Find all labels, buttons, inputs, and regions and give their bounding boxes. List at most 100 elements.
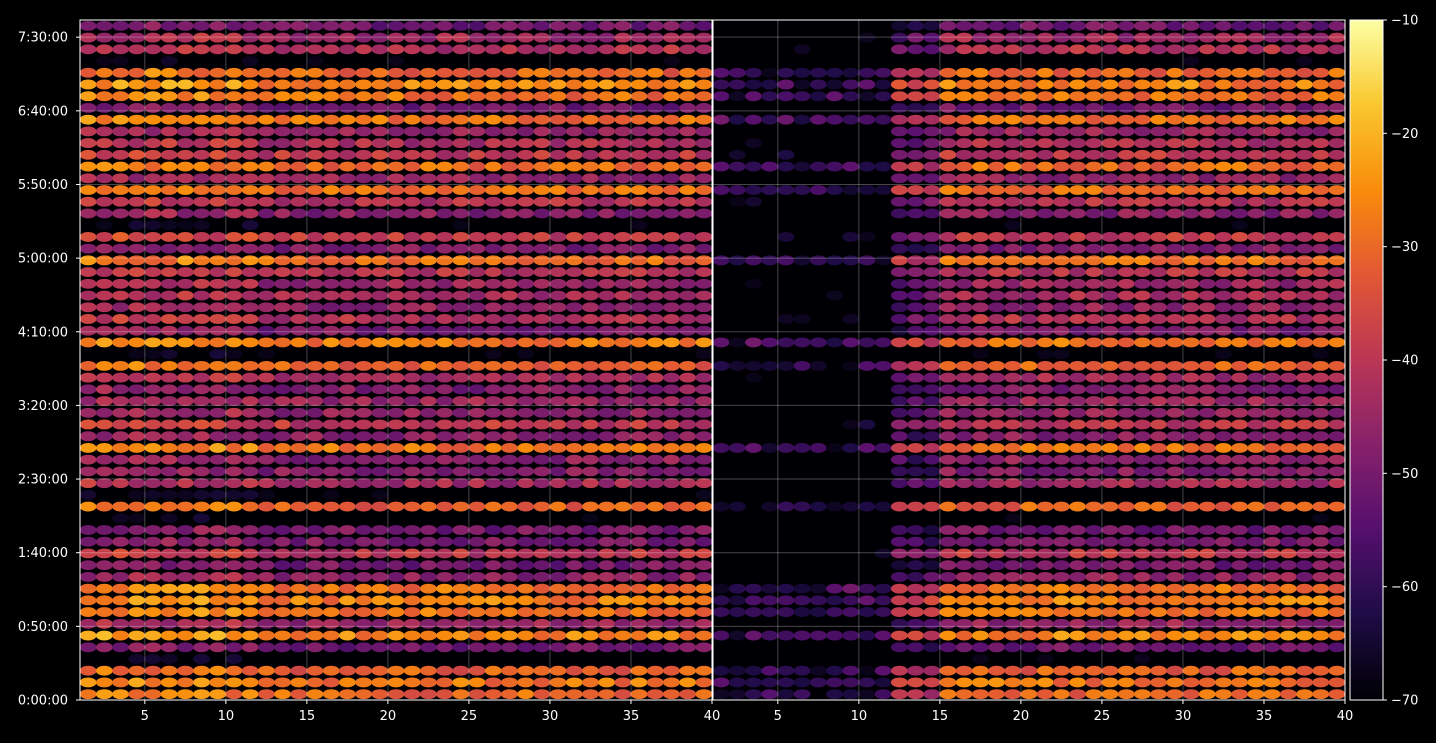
heatmap-cell [468, 173, 486, 184]
heatmap-cell [225, 443, 243, 453]
heatmap-cell [695, 138, 712, 149]
heatmap-cell [128, 267, 146, 277]
heatmap-cell [1134, 91, 1151, 102]
heatmap-cell [907, 243, 924, 254]
heatmap-cell [1004, 231, 1022, 242]
heatmap-cell [955, 548, 973, 559]
heatmap-cell [1117, 407, 1135, 418]
heatmap-cell [695, 231, 712, 242]
heatmap-cell [257, 630, 275, 641]
heatmap-cell [274, 372, 291, 383]
heatmap-cell [971, 231, 989, 242]
heatmap-cell [176, 360, 194, 371]
heatmap-cell [1198, 138, 1216, 149]
heatmap-cell [793, 443, 811, 453]
heatmap-cell [128, 314, 146, 324]
heatmap-cell [209, 243, 227, 254]
heatmap-cell [955, 32, 973, 43]
heatmap-cell [80, 443, 97, 453]
heatmap-cell [322, 103, 340, 113]
heatmap-cell [614, 32, 632, 43]
heatmap-cell [1166, 478, 1184, 489]
heatmap-cell [160, 501, 178, 512]
heatmap-cell [436, 548, 454, 559]
heatmap-cell [225, 654, 243, 664]
heatmap-cell [160, 607, 178, 617]
heatmap-cell [1004, 103, 1022, 113]
heatmap-cell [630, 185, 648, 195]
heatmap-cell [1134, 314, 1151, 324]
heatmap-cell [1296, 466, 1313, 477]
heatmap-cell [1166, 525, 1184, 535]
heatmap-cell [403, 20, 421, 31]
heatmap-cell [777, 337, 795, 348]
heatmap-cell [80, 114, 97, 125]
heatmap-cell [614, 267, 632, 277]
heatmap-cell [695, 548, 712, 559]
heatmap-cell [1215, 255, 1232, 266]
heatmap-cell [95, 384, 113, 395]
heatmap-cell [1312, 595, 1330, 606]
heatmap-cell [193, 314, 210, 324]
heatmap-cell [112, 149, 129, 160]
heatmap-cell [971, 161, 989, 172]
heatmap-cell [939, 91, 957, 102]
heatmap-cell [306, 396, 324, 406]
heatmap-cell [955, 231, 973, 242]
heatmap-cell [1150, 536, 1168, 547]
heatmap-cell [112, 431, 129, 442]
heatmap-cell [501, 173, 518, 184]
heatmap-cell [419, 278, 437, 289]
heatmap-cell [517, 208, 535, 219]
heatmap-cell [452, 20, 470, 31]
heatmap-cell [630, 501, 648, 512]
heatmap-cell [988, 161, 1006, 172]
heatmap-cell [1279, 384, 1297, 395]
heatmap-cell [1004, 618, 1022, 629]
heatmap-cell [695, 677, 712, 688]
heatmap-cell [1101, 689, 1119, 700]
heatmap-cell [322, 231, 340, 242]
heatmap-cell [355, 396, 373, 406]
heatmap-cell [646, 443, 664, 453]
heatmap-cell [1182, 595, 1200, 606]
heatmap-cell [971, 243, 989, 254]
heatmap-cell [95, 419, 113, 430]
heatmap-cell [826, 677, 843, 688]
heatmap-cell [1263, 583, 1281, 594]
heatmap-cell [646, 114, 664, 125]
heatmap-cell [1150, 337, 1168, 348]
heatmap-cell [322, 407, 340, 418]
heatmap-cell [501, 161, 518, 172]
heatmap-cell [95, 560, 113, 571]
heatmap-cell [468, 325, 486, 336]
heatmap-cell [630, 161, 648, 172]
heatmap-cell [1150, 44, 1168, 55]
heatmap-cell [646, 243, 664, 254]
heatmap-cell [517, 278, 535, 289]
heatmap-cell [890, 302, 908, 313]
heatmap-cell [241, 314, 259, 324]
heatmap-cell [1036, 454, 1054, 465]
heatmap-cell [95, 56, 113, 66]
heatmap-cell [274, 454, 291, 465]
heatmap-cell [419, 536, 437, 547]
heatmap-cell [371, 583, 389, 594]
heatmap-cell [160, 44, 178, 55]
heatmap-cell [614, 665, 632, 676]
heatmap-cell [193, 114, 210, 125]
heatmap-cell [1052, 677, 1070, 688]
heatmap-cell [1215, 431, 1232, 442]
heatmap-cell [549, 161, 567, 172]
heatmap-cell [1085, 149, 1103, 160]
heatmap-cell [355, 618, 373, 629]
heatmap-cell [322, 536, 340, 547]
heatmap-cell [890, 396, 908, 406]
heatmap-cell [614, 384, 632, 395]
heatmap-cell [160, 536, 178, 547]
heatmap-cell [160, 149, 178, 160]
heatmap-cell [939, 595, 957, 606]
heatmap-cell [1069, 454, 1087, 465]
heatmap-cell [501, 583, 518, 594]
heatmap-cell [371, 419, 389, 430]
